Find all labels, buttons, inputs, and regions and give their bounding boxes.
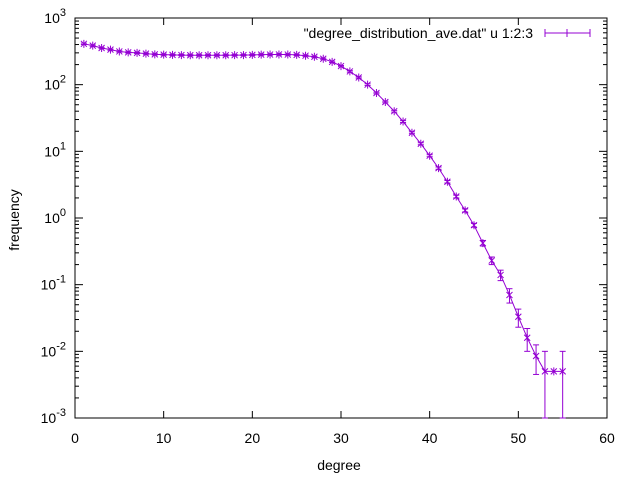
data-point	[426, 151, 434, 160]
data-point	[461, 206, 469, 215]
data-point	[390, 107, 398, 116]
y-tick-label-exponent: -3	[56, 407, 66, 419]
data-point	[80, 39, 88, 48]
data-point	[559, 367, 567, 376]
x-axis-label: degree	[317, 457, 361, 473]
data-point	[302, 51, 309, 60]
y-tick-label-exponent: -1	[56, 274, 66, 286]
data-point	[98, 43, 105, 52]
data-point	[222, 51, 230, 60]
data-point	[275, 50, 283, 59]
y-tick-label: 10-2	[41, 340, 66, 359]
x-tick-label: 30	[333, 430, 349, 446]
legend: "degree_distribution_ave.dat" u 1:2:3	[304, 25, 591, 41]
data-point	[417, 139, 425, 148]
data-point	[231, 51, 238, 60]
y-tick-label-exponent: -2	[56, 340, 66, 352]
y-tick-label-base: 10	[41, 277, 57, 293]
data-point	[151, 50, 159, 59]
data-point	[178, 51, 185, 60]
data-point	[452, 192, 460, 201]
data-point	[124, 48, 132, 57]
data-point	[266, 50, 274, 59]
y-tick-label: 101	[44, 140, 66, 159]
data-point	[364, 80, 371, 89]
data-point	[346, 67, 354, 76]
data-point	[186, 51, 194, 60]
data-point	[204, 51, 212, 60]
plot-area	[80, 39, 567, 419]
data-point	[381, 97, 389, 106]
x-tick-label: 60	[599, 430, 615, 446]
data-point	[435, 164, 442, 173]
y-axis-label: frequency	[6, 189, 22, 250]
x-tick-label: 10	[156, 430, 172, 446]
data-point	[514, 312, 522, 321]
data-point	[195, 51, 203, 60]
data-point	[550, 367, 558, 376]
data-point	[328, 57, 336, 66]
data-point	[399, 117, 407, 126]
y-tick-label: 103	[44, 7, 66, 26]
data-point	[355, 73, 363, 82]
y-tick-label-base: 10	[44, 210, 60, 226]
x-tick-label: 50	[511, 430, 527, 446]
x-tick-label: 20	[245, 430, 261, 446]
data-point	[293, 50, 301, 59]
data-point	[160, 50, 168, 59]
data-point	[444, 177, 451, 186]
y-tick-label-base: 10	[41, 410, 57, 426]
data-point	[408, 128, 416, 137]
data-point	[532, 352, 540, 361]
data-point	[541, 367, 549, 376]
data-point	[133, 48, 141, 57]
y-tick-label-base: 10	[44, 143, 60, 159]
data-point	[115, 47, 123, 56]
data-point	[506, 290, 513, 299]
y-tick-label-base: 10	[41, 343, 57, 359]
data-point	[497, 270, 504, 279]
data-point	[89, 41, 97, 50]
data-point	[488, 256, 496, 265]
y-tick-label: 102	[44, 74, 66, 93]
data-point	[169, 50, 176, 59]
y-tick-label-exponent: 0	[60, 207, 66, 219]
data-point	[373, 88, 380, 97]
x-tick-label: 40	[422, 430, 438, 446]
y-tick-label-exponent: 2	[60, 74, 66, 86]
data-point	[311, 52, 318, 61]
data-point	[257, 50, 265, 59]
y-tick-label-exponent: 1	[60, 140, 66, 152]
legend-label: "degree_distribution_ave.dat" u 1:2:3	[304, 25, 534, 41]
data-point	[240, 51, 247, 60]
data-point	[213, 51, 221, 60]
y-tick-label-base: 10	[44, 10, 60, 26]
data-point	[319, 54, 327, 63]
data-point	[142, 49, 150, 58]
y-tick-label-base: 10	[44, 77, 60, 93]
data-point	[284, 50, 292, 59]
y-tick-label: 100	[44, 207, 66, 226]
data-point	[248, 50, 256, 59]
x-tick-label: 0	[71, 430, 79, 446]
data-point	[337, 62, 345, 71]
data-point	[470, 221, 478, 230]
y-tick-label-exponent: 3	[60, 7, 66, 19]
data-point	[479, 239, 487, 248]
y-tick-label: 10-1	[41, 274, 66, 293]
data-point	[107, 45, 114, 54]
data-point	[523, 333, 531, 342]
y-tick-label: 10-3	[41, 407, 66, 426]
